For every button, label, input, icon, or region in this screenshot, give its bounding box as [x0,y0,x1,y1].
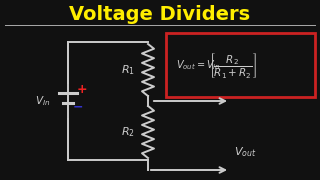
Text: Voltage Dividers: Voltage Dividers [69,4,251,24]
Text: $\left[\dfrac{R_2}{R_1+R_2}\right]$: $\left[\dfrac{R_2}{R_1+R_2}\right]$ [209,51,257,80]
Text: $R_2$: $R_2$ [121,125,135,139]
Text: +: + [77,82,87,96]
Text: $V_{out} = V_{in}$: $V_{out} = V_{in}$ [176,58,220,72]
Text: $V_{In}$: $V_{In}$ [35,94,51,108]
Text: $V_{out}$: $V_{out}$ [234,145,256,159]
FancyBboxPatch shape [166,33,315,97]
Text: $R_1$: $R_1$ [121,63,135,77]
Text: −: − [73,100,83,114]
